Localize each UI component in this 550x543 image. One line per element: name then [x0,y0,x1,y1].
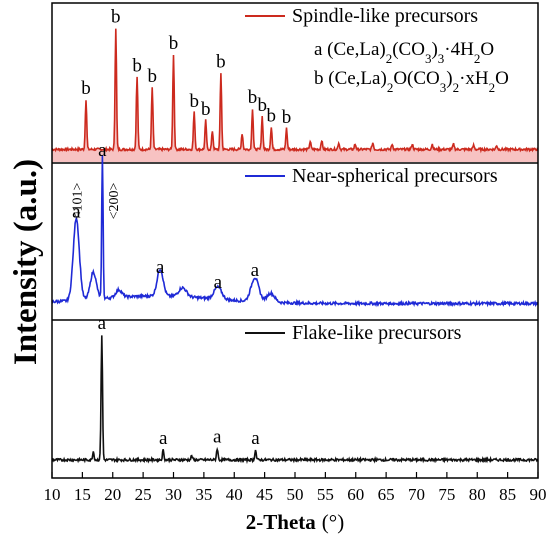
peak-label: a [251,260,260,281]
x-tick-label: 20 [104,485,121,504]
x-tick-label: 70 [408,485,425,504]
plot-frame [51,2,539,479]
x-tick-label: 85 [499,485,516,504]
legend-note-b: b (Ce,La)2O(CO3)2·xH2O [314,68,509,95]
peak-label: b [147,66,157,87]
peak-label: b [257,95,267,116]
peak-label: a [156,257,165,278]
peak-label: a [72,202,81,223]
x-tick-label: 35 [195,485,212,504]
x-axis-label-main: 2-Theta [246,510,316,534]
y-axis-label: Intensity (a.u.) [8,159,44,365]
x-tick-label: 45 [256,485,273,504]
peak-label: a [98,140,107,161]
series-line [51,155,539,308]
peak-label: b [111,7,121,28]
x-ticks-group: 10 15 20 25 30 35 40 45 50 55 60 65 70 75 80 85 90 [44,472,547,504]
x-axis-label-unit: (°) [322,510,344,534]
peak-label: b [189,91,199,112]
x-tick-label: 15 [74,485,91,504]
legend-note-a: a (Ce,La)2(CO3)3·4H2O [314,39,494,66]
peak-label: b [248,87,258,108]
x-tick-label: 55 [317,485,334,504]
x-tick-label: 80 [469,485,486,504]
peak-label: b [201,99,211,120]
peak-label: a [98,313,107,334]
x-tick-label: 40 [226,485,243,504]
peak-label: b [81,78,91,99]
orientation-annotation: <200> [107,183,122,220]
x-tick-label: 10 [44,485,61,504]
peak-label: a [214,272,223,293]
x-tick-label: 50 [287,485,304,504]
panel-2: a a a a a Near-spherical precursors <101> <200> [51,140,539,321]
peak-label: b [216,51,226,72]
legend-label: Near-spherical precursors [292,165,498,187]
peak-label: a [251,428,260,449]
peak-label: a [159,428,168,449]
x-axis-label: 2-Theta (°) [246,510,344,534]
peak-label: a [213,427,222,448]
series-line [51,335,539,465]
x-tick-label: 90 [530,485,547,504]
peak-label: b [282,107,292,128]
peak-label: b [132,55,142,76]
x-tick-label: 65 [378,485,395,504]
panel-3: a a a a Flake-like precursors [51,313,539,465]
series-line [51,28,539,154]
legend-label: Flake-like precursors [292,322,462,344]
legend-label: Spindle-like precursors [292,5,478,27]
peak-label: b [169,33,179,54]
x-tick-label: 60 [347,485,364,504]
peak-label: b [267,106,277,127]
x-tick-label: 30 [165,485,182,504]
x-tick-label: 25 [135,485,152,504]
x-tick-label: 75 [438,485,455,504]
orientation-annotation: <101> [70,183,85,220]
